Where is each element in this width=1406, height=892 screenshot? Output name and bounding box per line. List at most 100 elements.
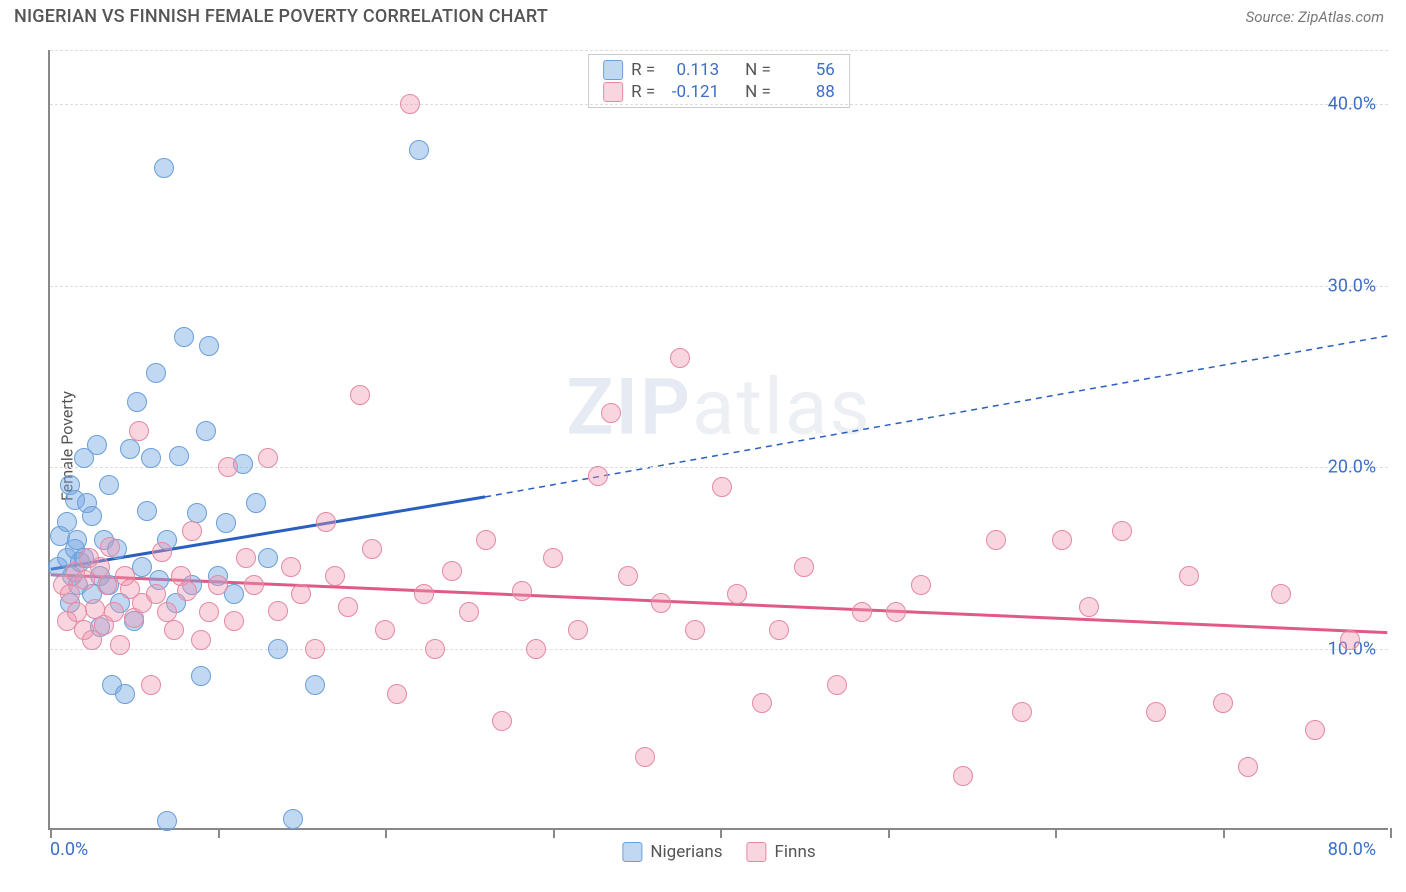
n-label: N = <box>745 82 771 102</box>
r-label: R = <box>631 82 655 102</box>
stats-row-nigerians: R =0.113N =56 <box>603 59 835 81</box>
gridline <box>50 286 1388 287</box>
data-point-finns <box>97 575 117 595</box>
data-point-finns <box>191 630 211 650</box>
data-point-nigerians <box>283 809 303 829</box>
n-value: 88 <box>779 82 835 102</box>
x-tick <box>50 828 52 838</box>
data-point-finns <box>459 602 479 622</box>
x-tick <box>1055 828 1057 838</box>
chart-title: NIGERIAN VS FINNISH FEMALE POVERTY CORRE… <box>14 6 548 27</box>
data-point-finns <box>651 593 671 613</box>
data-point-finns <box>986 530 1006 550</box>
data-point-finns <box>316 512 336 532</box>
data-point-nigerians <box>154 158 174 178</box>
r-value: -0.121 <box>663 82 719 102</box>
x-tick <box>385 828 387 838</box>
x-tick <box>1223 828 1225 838</box>
data-point-finns <box>141 675 161 695</box>
series-legend: Nigerians Finns <box>622 842 815 862</box>
r-value: 0.113 <box>663 60 719 80</box>
data-point-nigerians <box>305 675 325 695</box>
n-value: 56 <box>779 60 835 80</box>
data-point-finns <box>1179 566 1199 586</box>
data-point-finns <box>526 639 546 659</box>
data-point-nigerians <box>409 140 429 160</box>
data-point-finns <box>387 684 407 704</box>
data-point-finns <box>442 561 462 581</box>
data-point-nigerians <box>169 446 189 466</box>
data-point-finns <box>794 557 814 577</box>
data-point-nigerians <box>115 684 135 704</box>
data-point-finns <box>769 620 789 640</box>
data-point-finns <box>512 581 532 601</box>
y-tick-label: 20.0% <box>1328 457 1376 478</box>
data-point-finns <box>414 584 434 604</box>
data-point-nigerians <box>157 811 177 831</box>
legend-label: Finns <box>775 842 816 862</box>
data-point-nigerians <box>141 448 161 468</box>
x-axis-min-label: 0.0% <box>50 839 88 860</box>
data-point-finns <box>618 566 638 586</box>
swatch-icon <box>747 842 767 862</box>
correlation-stats-box: R = 0.113 N = 56R = -0.121 N = 88 <box>588 54 850 108</box>
data-point-finns <box>685 620 705 640</box>
data-point-finns <box>164 620 184 640</box>
data-point-nigerians <box>82 506 102 526</box>
data-point-nigerians <box>246 493 266 513</box>
data-point-finns <box>244 575 264 595</box>
data-point-nigerians <box>67 530 87 550</box>
data-point-finns <box>1012 702 1032 722</box>
data-point-finns <box>67 602 87 622</box>
x-tick <box>888 828 890 838</box>
stats-row-finns: R = -0.121 N = 88 <box>603 81 835 103</box>
n-label: N = <box>745 60 771 80</box>
data-point-finns <box>110 635 130 655</box>
data-point-finns <box>146 584 166 604</box>
legend-label: Nigerians <box>650 842 722 862</box>
data-point-nigerians <box>216 513 236 533</box>
data-point-nigerians <box>187 503 207 523</box>
trend-lines-layer <box>50 50 1388 828</box>
data-point-finns <box>568 620 588 640</box>
legend-item-finns: Finns <box>747 842 816 862</box>
data-point-nigerians <box>174 327 194 347</box>
data-point-nigerians <box>146 363 166 383</box>
data-point-finns <box>182 521 202 541</box>
data-point-finns <box>712 477 732 497</box>
legend-item-nigerians: Nigerians <box>622 842 722 862</box>
data-point-finns <box>60 584 80 604</box>
data-point-nigerians <box>127 392 147 412</box>
x-tick <box>553 828 555 838</box>
data-point-finns <box>852 602 872 622</box>
data-point-finns <box>425 639 445 659</box>
data-point-finns <box>543 548 563 568</box>
data-point-finns <box>218 457 238 477</box>
data-point-finns <box>291 584 311 604</box>
data-point-finns <box>670 348 690 368</box>
scatter-chart: ZIPatlas R =0.113N =56R =-0.121N =88 Nig… <box>48 50 1388 830</box>
data-point-finns <box>1146 702 1166 722</box>
x-tick <box>1390 828 1392 838</box>
data-point-finns <box>208 575 228 595</box>
x-tick <box>218 828 220 838</box>
data-point-nigerians <box>99 475 119 495</box>
gridline <box>50 649 1388 650</box>
x-axis-max-label: 80.0% <box>1328 839 1376 860</box>
data-point-finns <box>281 557 301 577</box>
data-point-finns <box>476 530 496 550</box>
data-point-nigerians <box>191 666 211 686</box>
data-point-finns <box>129 421 149 441</box>
data-point-finns <box>588 466 608 486</box>
gridline <box>50 104 1388 105</box>
data-point-finns <box>325 566 345 586</box>
data-point-nigerians <box>268 639 288 659</box>
data-point-nigerians <box>196 421 216 441</box>
data-point-finns <box>362 539 382 559</box>
data-point-finns <box>236 548 256 568</box>
data-point-finns <box>1213 693 1233 713</box>
data-point-finns <box>224 611 244 631</box>
data-point-finns <box>953 766 973 786</box>
data-point-finns <box>1238 757 1258 777</box>
data-point-finns <box>338 597 358 617</box>
